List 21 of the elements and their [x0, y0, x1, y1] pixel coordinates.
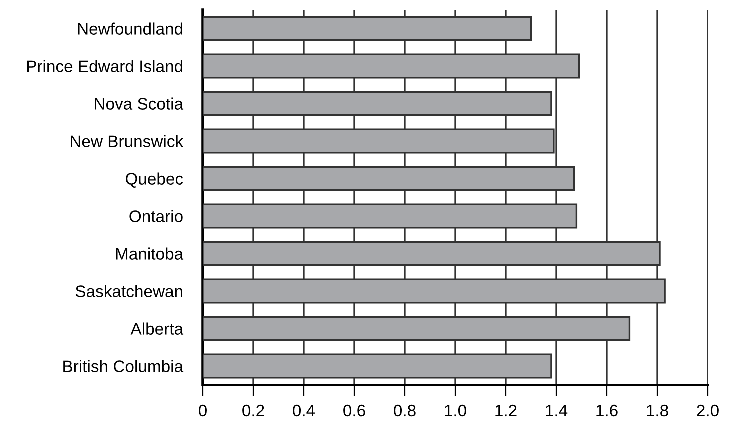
x-tick-label: 0.6: [344, 404, 366, 417]
x-tick-label: 0.4: [293, 404, 316, 417]
x-tick-label: 0.2: [242, 404, 264, 417]
x-tick-label: 0: [199, 404, 207, 417]
x-tick-label: 1.0: [445, 404, 466, 417]
x-tick-label: 1.6: [596, 404, 618, 417]
y-tick-label: Quebec: [126, 172, 184, 188]
y-tick-label: Newfoundland: [78, 22, 182, 35]
y-tick-label: Saskatchewan: [76, 285, 182, 298]
y-tick-label: Manitoba: [116, 248, 184, 260]
y-tick-label: New Brunswick: [71, 135, 184, 148]
x-tick-label: 1.4: [546, 405, 568, 417]
x-tick-label: 1.8: [647, 404, 668, 417]
y-tick-label: Nova Scotia: [95, 98, 184, 110]
x-tick-label: 0.8: [394, 404, 416, 417]
y-tick-label: British Columbia: [64, 360, 184, 372]
x-tick-label: 1.2: [496, 404, 517, 417]
y-tick-label: Prince Edward Island: [27, 60, 182, 72]
y-tick-label: Alberta: [130, 322, 184, 335]
y-tick-label: Ontario: [130, 210, 183, 222]
x-tick-label: 2.0: [697, 404, 719, 417]
